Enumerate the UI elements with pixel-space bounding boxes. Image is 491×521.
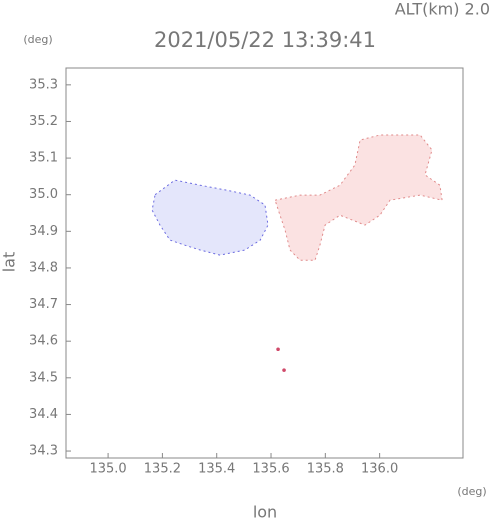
x-axis-label: lon [253,503,277,521]
x-tick-label: 135.0 [89,462,126,477]
y-tick-label: 34.8 [29,260,58,275]
x-tick-label: 135.8 [307,462,344,477]
region [151,179,269,256]
y-tick-label: 34.9 [29,224,58,239]
y-unit: (deg) [23,33,52,46]
chart-title: 2021/05/22 13:39:41 [154,28,376,52]
point [276,347,280,352]
x-unit: (deg) [457,485,486,498]
y-tick-label: 34.5 [29,370,58,385]
point [282,368,286,372]
y-tick-label: 35.1 [29,151,58,166]
x-tick-label: 135.4 [198,462,235,477]
y-tick-label: 35.3 [29,77,58,92]
y-tick-label: 35.0 [29,187,58,202]
region [274,134,443,261]
y-tick-label: 34.7 [29,297,58,312]
y-axis-label: lat [0,252,19,273]
y-tick-label: 34.4 [29,407,58,422]
x-tick-label: 135.6 [252,462,289,477]
y-tick-label: 34.3 [29,444,58,459]
plot-frame [65,67,464,459]
x-tick-label: 136.0 [361,462,398,477]
y-tick-label: 35.2 [29,114,58,129]
chart-subtitle: ALT(km) 2.0 [395,0,490,19]
y-tick-label: 34.6 [29,334,58,349]
x-tick-label: 135.2 [144,462,181,477]
